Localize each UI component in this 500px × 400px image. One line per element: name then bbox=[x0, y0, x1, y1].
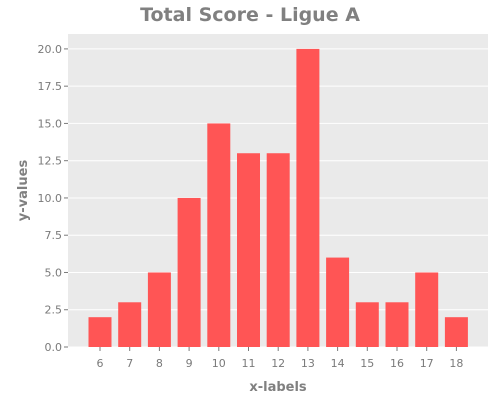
y-axis-label: y-values bbox=[16, 160, 31, 222]
bar-9 bbox=[177, 197, 201, 347]
x-tick-label: 16 bbox=[390, 357, 404, 370]
bar-13 bbox=[296, 48, 320, 348]
bar-17 bbox=[415, 272, 439, 347]
x-tick-label: 9 bbox=[186, 357, 193, 370]
bar-10 bbox=[207, 123, 231, 347]
bars bbox=[88, 48, 468, 348]
bar-15 bbox=[355, 302, 379, 347]
x-tick-label: 18 bbox=[449, 357, 463, 370]
y-tick-label: 17.5 bbox=[38, 80, 63, 93]
bar-18 bbox=[444, 317, 468, 347]
x-tick-label: 14 bbox=[331, 357, 345, 370]
y-tick-label: 2.5 bbox=[45, 304, 63, 317]
y-tick-label: 7.5 bbox=[45, 229, 63, 242]
x-tick-label: 12 bbox=[271, 357, 285, 370]
bar-6 bbox=[88, 317, 112, 347]
x-tick-label: 7 bbox=[126, 357, 133, 370]
bar-12 bbox=[266, 153, 290, 347]
bar-11 bbox=[237, 153, 260, 347]
bar-7 bbox=[118, 302, 142, 347]
x-tick-label: 15 bbox=[360, 357, 374, 370]
x-tick-label: 8 bbox=[156, 357, 163, 370]
bar-16 bbox=[385, 302, 409, 347]
x-axis-ticks: 6 7 8 9 10 11 12 13 14 15 16 17 18 bbox=[97, 347, 463, 370]
y-tick-label: 5.0 bbox=[45, 266, 63, 279]
bar-14 bbox=[326, 257, 350, 347]
chart-title: Total Score - Ligue A bbox=[140, 4, 360, 26]
y-tick-label: 0.0 bbox=[45, 341, 63, 354]
x-tick-label: 10 bbox=[212, 357, 226, 370]
x-tick-label: 6 bbox=[97, 357, 104, 370]
x-axis-label: x-labels bbox=[249, 380, 307, 395]
x-tick-label: 17 bbox=[420, 357, 434, 370]
x-tick-label: 11 bbox=[242, 357, 256, 370]
y-tick-label: 10.0 bbox=[38, 192, 63, 205]
bar-8 bbox=[147, 272, 171, 347]
y-tick-label: 20.0 bbox=[38, 43, 63, 56]
y-tick-label: 12.5 bbox=[38, 155, 63, 168]
x-tick-label: 13 bbox=[301, 357, 315, 370]
y-tick-label: 15.0 bbox=[38, 117, 63, 130]
y-axis-ticks: 0.0 2.5 5.0 7.5 10.0 12.5 15.0 17.5 20.0 bbox=[38, 43, 68, 354]
